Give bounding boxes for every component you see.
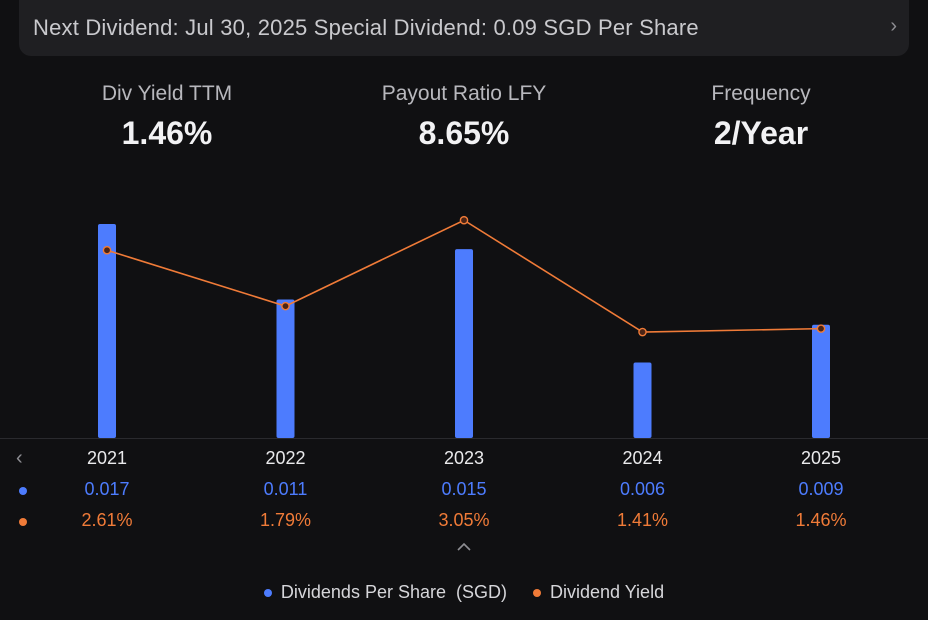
bar-2023[interactable]	[455, 249, 473, 438]
next-dividend-text: Next Dividend: Jul 30, 2025 Special Divi…	[33, 15, 699, 40]
yield-row: 2.61% 1.79% 3.05% 1.41% 1.46%	[0, 510, 928, 534]
year-row-cell-2025[interactable]: 2025	[800, 448, 842, 468]
yield-row-cell-2023: 3.05%	[438, 510, 490, 530]
stat-label: Frequency	[711, 82, 811, 105]
yield-row-cell-2021: 2.61%	[81, 510, 133, 530]
legend-item-dps: Dividends Per Share (SGD)	[263, 582, 507, 603]
year-row: 2021 2022 2023 2024 2025	[0, 448, 928, 472]
stat-label: Div Yield TTM	[101, 82, 233, 105]
bar-2025[interactable]	[812, 324, 830, 438]
bar-2021[interactable]	[98, 224, 116, 438]
dividend-chart	[0, 215, 928, 439]
yield-row-cell-2025: 1.46%	[795, 510, 847, 530]
stat-value: 2/Year	[713, 115, 809, 151]
bar-2024[interactable]	[633, 362, 652, 438]
yield-point-2022[interactable]	[281, 301, 290, 311]
dps-row-cell-2023: 0.015	[441, 479, 487, 499]
stat-payout-ratio-lfy: Payout Ratio LFY 8.65%	[344, 82, 584, 152]
bar-2022[interactable]	[276, 299, 295, 438]
dps-row-dot	[19, 487, 27, 495]
dps-row-cell-2024: 0.006	[619, 479, 666, 499]
stat-div-yield-ttm: Div Yield TTM 1.46%	[47, 82, 287, 152]
yield-row-dot	[19, 518, 27, 526]
chart-legend: Dividends Per Share (SGD) Dividend Yield	[0, 582, 928, 603]
chevron-up-icon[interactable]	[455, 540, 473, 554]
year-row-cell-2021[interactable]: 2021	[86, 448, 128, 468]
legend-item-yield: Dividend Yield	[533, 582, 664, 603]
chevron-right-icon: ›	[890, 15, 897, 37]
stat-frequency: Frequency 2/Year	[641, 82, 881, 152]
yield-point-2025[interactable]	[816, 324, 826, 333]
chevron-left-icon[interactable]: ‹	[16, 447, 23, 469]
dps-row-cell-2021: 0.017	[84, 479, 130, 499]
year-row-cell-2022[interactable]: 2022	[265, 448, 306, 468]
year-row-cell-2023[interactable]: 2023	[443, 448, 485, 468]
stat-value: 1.46%	[121, 115, 213, 151]
yield-row-cell-2024: 1.41%	[616, 510, 669, 530]
dps-row-cell-2022: 0.011	[263, 479, 308, 499]
next-dividend-banner[interactable]: Next Dividend: Jul 30, 2025 Special Divi…	[19, 0, 909, 56]
stat-value: 8.65%	[418, 115, 510, 151]
yield-point-2024[interactable]	[638, 327, 647, 337]
stat-label: Payout Ratio LFY	[381, 82, 547, 105]
legend-dot-yield	[533, 588, 541, 597]
year-row-cell-2024[interactable]: 2024	[622, 448, 663, 468]
yield-row-cell-2022: 1.79%	[259, 510, 312, 530]
yield-point-2023[interactable]	[459, 215, 469, 225]
legend-label-yield: Dividend Yield	[550, 582, 665, 602]
dps-row-cell-2025: 0.009	[798, 479, 844, 499]
legend-label-dps: Dividends Per Share (SGD)	[280, 582, 507, 602]
yield-point-2021[interactable]	[102, 245, 112, 255]
dps-row: 0.017 0.011 0.015 0.006 0.009	[0, 479, 928, 503]
legend-dot-dps	[263, 588, 272, 597]
